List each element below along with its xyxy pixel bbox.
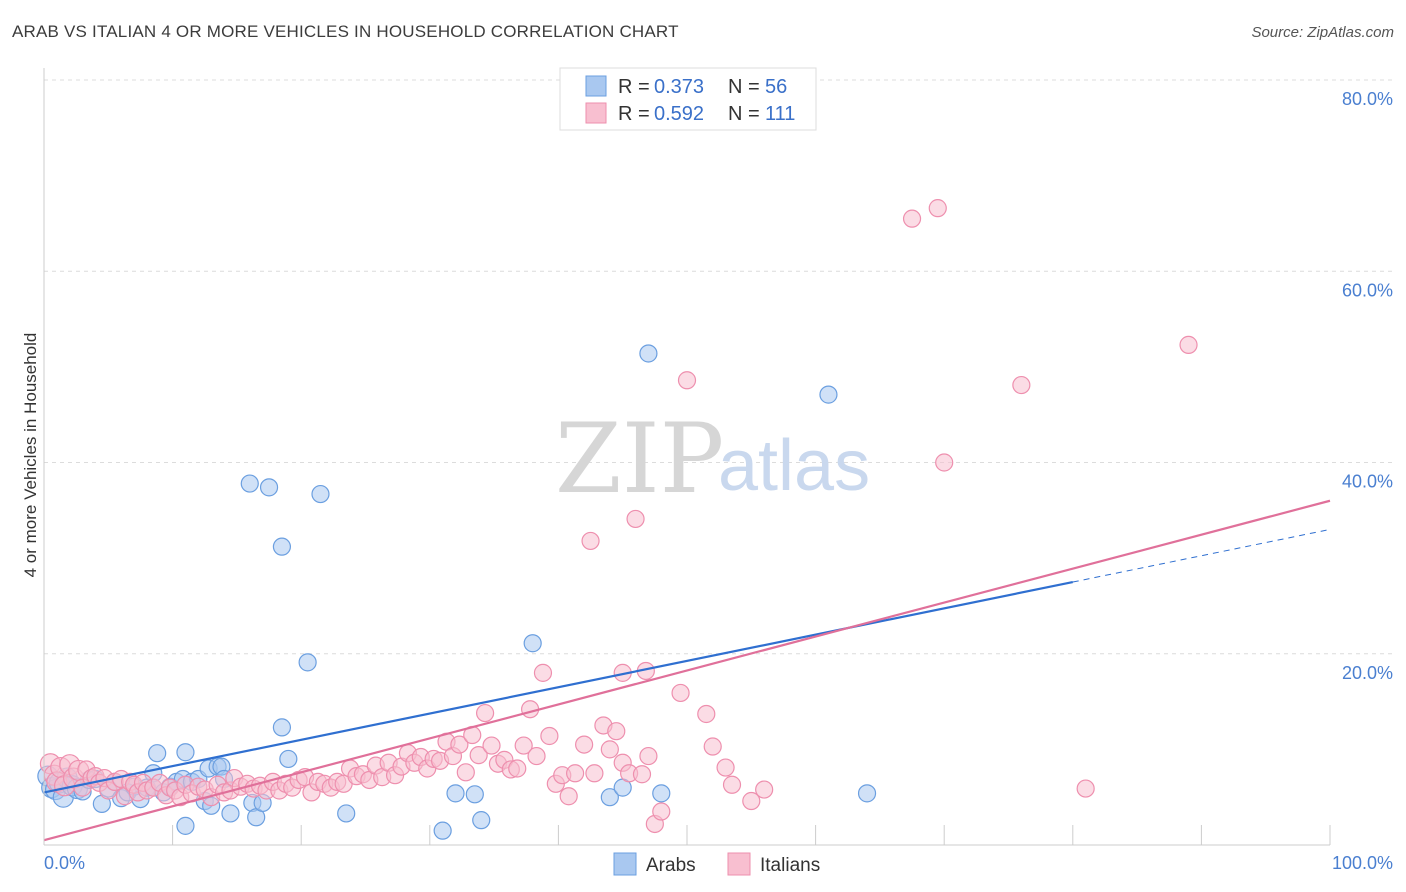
point-italians bbox=[652, 802, 671, 821]
point-italians bbox=[475, 703, 495, 723]
point-arabs bbox=[279, 749, 298, 769]
point-arabs bbox=[433, 821, 452, 840]
point-arabs bbox=[472, 811, 491, 830]
point-italians bbox=[703, 737, 722, 756]
point-italians bbox=[575, 735, 594, 754]
point-arabs bbox=[176, 816, 195, 835]
point-arabs bbox=[298, 653, 317, 672]
point-italians bbox=[697, 704, 716, 724]
point-italians bbox=[928, 199, 947, 218]
grid bbox=[44, 79, 1392, 655]
point-arabs bbox=[272, 718, 292, 737]
point-arabs bbox=[176, 743, 195, 762]
y-tick-label: 80.0% bbox=[1342, 89, 1393, 109]
legend-swatch-italians bbox=[585, 102, 607, 124]
point-arabs bbox=[600, 788, 619, 807]
point-italians bbox=[450, 735, 469, 754]
point-arabs bbox=[221, 804, 240, 823]
point-italians bbox=[559, 787, 578, 806]
series-italians bbox=[39, 199, 1198, 834]
watermark: ZIP atlas bbox=[555, 403, 870, 515]
legend-r-value-italians: 0.592 bbox=[654, 103, 704, 125]
legend-n-value-arabs: 56 bbox=[765, 76, 787, 98]
point-italians bbox=[671, 683, 690, 703]
bottom-legend-swatch-arabs bbox=[613, 852, 637, 876]
legend-swatch-arabs bbox=[585, 75, 607, 97]
y-tick-label: 20.0% bbox=[1342, 663, 1393, 683]
axes: 20.0% 40.0% 60.0% 80.0% 0.0% 100.0% bbox=[43, 68, 1393, 873]
point-italians bbox=[742, 791, 761, 811]
point-italians bbox=[632, 765, 652, 784]
point-italians bbox=[935, 453, 954, 472]
point-italians bbox=[626, 509, 645, 529]
watermark-zip: ZIP bbox=[555, 403, 724, 515]
point-arabs bbox=[311, 484, 330, 504]
trend-lines bbox=[43, 499, 1331, 842]
point-italians bbox=[469, 746, 488, 765]
point-arabs bbox=[259, 478, 279, 497]
point-italians bbox=[527, 746, 546, 766]
series-arabs bbox=[37, 344, 877, 840]
point-arabs bbox=[272, 537, 292, 556]
legend-n-label-arabs: N = bbox=[728, 76, 760, 98]
point-italians bbox=[514, 736, 533, 755]
point-italians bbox=[508, 759, 527, 778]
point-italians bbox=[755, 780, 774, 799]
point-italians bbox=[566, 764, 585, 783]
point-italians bbox=[600, 740, 619, 759]
point-arabs bbox=[465, 785, 484, 804]
legend-r-label-italians: R = bbox=[618, 103, 650, 125]
chart-title: ARAB VS ITALIAN 4 OR MORE VEHICLES IN HO… bbox=[12, 22, 679, 41]
source-label: Source: ZipAtlas.com bbox=[1251, 24, 1394, 41]
point-arabs bbox=[819, 385, 838, 404]
point-italians bbox=[716, 758, 735, 777]
y-tick-label: 40.0% bbox=[1342, 472, 1393, 492]
point-italians bbox=[607, 722, 626, 741]
x-tick-label-min: 0.0% bbox=[44, 853, 85, 873]
point-italians bbox=[1179, 335, 1198, 354]
point-arabs bbox=[337, 804, 356, 823]
point-arabs bbox=[446, 784, 465, 803]
point-arabs bbox=[652, 784, 671, 803]
point-italians bbox=[482, 736, 501, 755]
point-italians bbox=[540, 726, 559, 746]
trend-line-italians bbox=[43, 499, 1331, 842]
trend-extension-arabs bbox=[1072, 528, 1331, 583]
point-arabs bbox=[639, 344, 658, 363]
bottom-legend-italians: Italians bbox=[760, 855, 820, 876]
point-italians bbox=[722, 775, 742, 794]
point-italians bbox=[639, 746, 658, 766]
watermark-atlas: atlas bbox=[718, 426, 870, 506]
legend: R = 0.373 N = 56 R = 0.592 N = 111 bbox=[559, 67, 817, 131]
y-tick-label: 60.0% bbox=[1342, 280, 1393, 300]
point-arabs bbox=[857, 784, 877, 803]
point-italians bbox=[902, 209, 922, 228]
legend-r-label-arabs: R = bbox=[618, 76, 650, 98]
point-italians bbox=[677, 371, 697, 390]
y-axis-label: 4 or more Vehicles in Household bbox=[21, 333, 40, 578]
point-italians bbox=[1076, 779, 1095, 798]
legend-r-value-arabs: 0.373 bbox=[654, 76, 704, 98]
point-arabs bbox=[523, 634, 542, 653]
point-italians bbox=[533, 663, 553, 682]
x-tick-label-max: 100.0% bbox=[1332, 853, 1393, 873]
point-italians bbox=[456, 763, 475, 782]
bottom-legend-swatch-italians bbox=[727, 852, 751, 876]
trend-line-arabs bbox=[43, 580, 1074, 794]
point-italians bbox=[581, 531, 600, 551]
point-italians bbox=[1012, 375, 1031, 395]
point-arabs bbox=[148, 744, 167, 763]
bottom-legend-arabs: Arabs bbox=[646, 855, 696, 876]
point-arabs bbox=[240, 474, 259, 493]
legend-n-label-italians: N = bbox=[728, 103, 760, 125]
bottom-legend: Arabs Italians bbox=[613, 852, 820, 876]
point-italians bbox=[585, 764, 604, 783]
legend-n-value-italians: 111 bbox=[765, 103, 795, 125]
